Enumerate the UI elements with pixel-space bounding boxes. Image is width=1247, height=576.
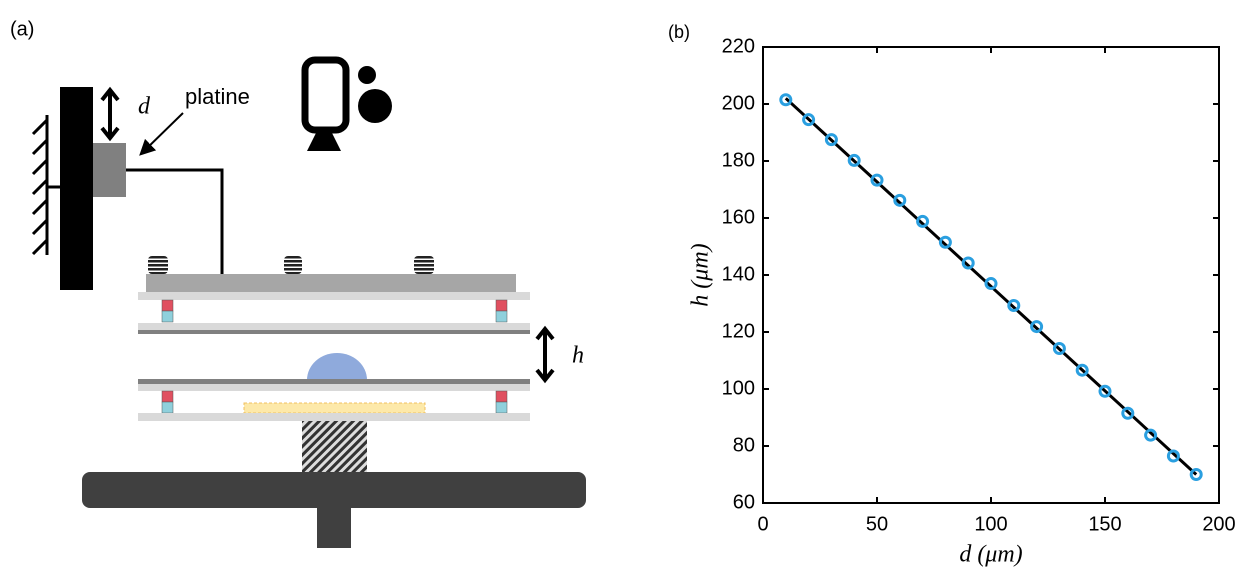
data-point — [1144, 428, 1158, 442]
y-tick-label: 160 — [722, 206, 755, 228]
data-point — [1030, 320, 1044, 334]
data-point — [938, 235, 952, 249]
fit-line — [784, 97, 1198, 476]
data-point — [1075, 363, 1089, 377]
data-point — [1098, 384, 1112, 398]
data-point — [1189, 468, 1203, 481]
data-point — [893, 193, 907, 207]
x-tick-label: 200 — [1202, 513, 1235, 535]
setup-diagram: d platine h — [31, 56, 586, 548]
data-point — [916, 214, 930, 228]
plot-frame — [762, 46, 1220, 504]
data-point — [802, 113, 816, 127]
x-tick-label: 150 — [1088, 513, 1121, 535]
x-tick-label: 100 — [974, 513, 1007, 535]
y-tick-label: 220 — [722, 35, 755, 57]
y-tick-label: 80 — [733, 434, 755, 456]
x-tick-label: 0 — [757, 513, 768, 535]
data-point — [1166, 449, 1180, 463]
data-point — [1007, 298, 1021, 312]
platine-label: platine — [185, 84, 250, 109]
y-tick-label: 120 — [722, 320, 755, 342]
data-point — [847, 153, 861, 167]
data-point — [870, 173, 884, 187]
panel-label: (a) — [10, 18, 34, 40]
data-point — [1121, 406, 1135, 420]
y-tick-label: 180 — [722, 149, 755, 171]
y-tick-label: 100 — [722, 377, 755, 399]
y-axis-label: h (μm) — [688, 243, 714, 306]
d-label: d — [138, 94, 151, 120]
data-point — [824, 133, 838, 147]
data-point — [961, 256, 975, 270]
y-tick-label: 200 — [722, 92, 755, 114]
data-point — [984, 277, 998, 291]
panel-label: (b) — [668, 22, 690, 42]
data-point — [1052, 342, 1066, 356]
x-tick-label: 50 — [866, 513, 888, 535]
y-tick-label: 140 — [722, 263, 755, 285]
y-tick-label: 60 — [733, 491, 755, 513]
h-label: h — [572, 343, 584, 369]
x-axis-label: d (μm) — [959, 542, 1022, 568]
data-point — [779, 93, 793, 107]
